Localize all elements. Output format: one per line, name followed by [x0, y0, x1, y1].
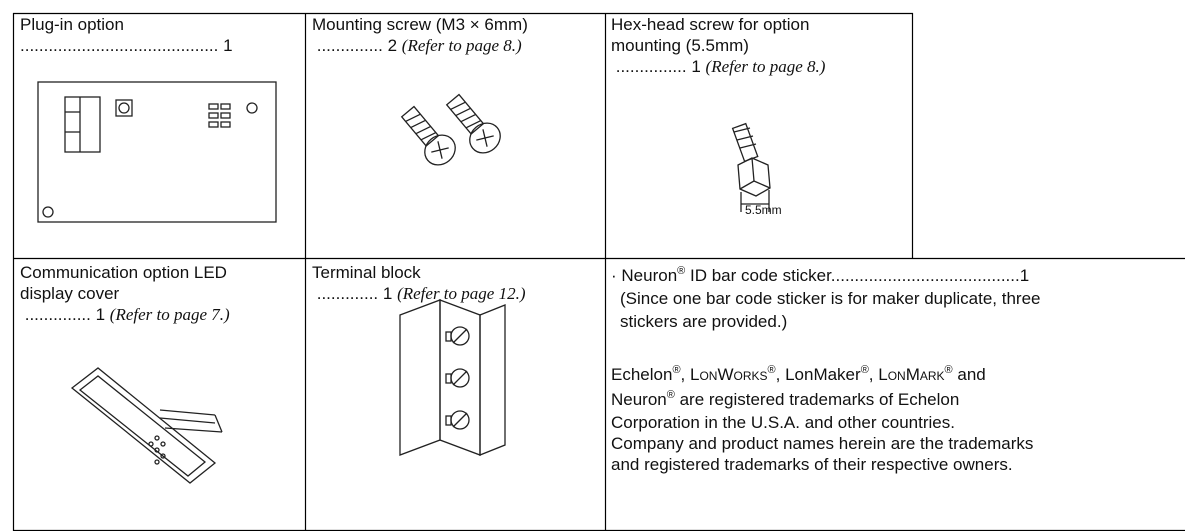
note: stickers are provided.) — [620, 312, 788, 331]
leader-dots: ............... — [615, 57, 687, 76]
tm-text: LonMark — [878, 365, 945, 384]
dimension-label: 5.5mm — [745, 203, 782, 217]
item-name: Hex-head screw for option — [611, 15, 810, 34]
registered-mark: ® — [672, 364, 681, 376]
trademark-line: Company and product names herein are the… — [611, 434, 1034, 453]
trademark-line: Echelon®, LonWorks®, LonMaker®, LonMark®… — [611, 362, 1181, 387]
item-cell: Communication option LED display cover .… — [20, 262, 230, 325]
quantity: 1 — [1019, 266, 1030, 285]
item-name: ID bar code sticker — [685, 266, 831, 285]
quantity: 1 — [223, 36, 233, 55]
tm-text: Neuron — [611, 390, 667, 409]
page-ref: (Refer to page 7.) — [109, 305, 230, 324]
tm-text: are registered trademarks of Echelon — [674, 390, 960, 409]
tm-text: and — [952, 365, 986, 384]
registered-mark: ® — [860, 364, 869, 376]
page-ref: (Refer to page 8.) — [705, 57, 826, 76]
leader-dots: ............. — [316, 284, 379, 303]
note: (Since one bar code sticker is for maker… — [620, 289, 1041, 308]
registered-mark: ® — [767, 364, 776, 376]
led-cover — [70, 367, 223, 484]
page-ref: (Refer to page 12.) — [397, 284, 526, 303]
bullet: · — [611, 266, 617, 285]
item-name: Communication option LED — [20, 263, 227, 282]
page-ref: (Refer to page 8.) — [401, 36, 522, 55]
trademark-line: Corporation in the U.S.A. and other coun… — [611, 413, 955, 432]
registered-mark: ® — [944, 364, 953, 376]
item-name: mounting (5.5mm) — [611, 36, 749, 55]
item-name: Terminal block — [312, 263, 421, 282]
leader-dots: ........................................ — [830, 266, 1020, 285]
leader-dots: .............. — [24, 305, 91, 324]
tm-text: Echelon — [611, 365, 673, 384]
quantity: 1 — [95, 305, 106, 324]
item-cell: Mounting screw (M3 × 6mm) ..............… — [312, 14, 528, 56]
leader-dots: ........................................… — [20, 36, 219, 55]
item-name: display cover — [20, 284, 120, 303]
plug-in-board — [37, 81, 277, 223]
leader-dots: .............. — [316, 36, 383, 55]
hex-standoff — [731, 122, 771, 212]
item-name: Mounting screw (M3 × 6mm) — [312, 15, 528, 34]
quantity: 1 — [691, 57, 701, 76]
tm-text: , — [868, 365, 879, 384]
tm-text: , — [775, 365, 786, 384]
sticker-cell: · Neuron® ID bar code sticker...........… — [611, 264, 1181, 475]
item-name: Plug-in option — [20, 15, 124, 34]
item-cell: Terminal block ............. 1 (Refer to… — [312, 262, 525, 304]
trademark-line: Neuron® are registered trademarks of Ech… — [611, 387, 1181, 412]
item-name: Neuron — [621, 266, 678, 285]
tm-text: LonMaker — [785, 365, 861, 384]
quantity: 1 — [382, 284, 393, 303]
registered-mark: ® — [677, 265, 686, 277]
item-cell: Hex-head screw for option mounting (5.5m… — [611, 14, 825, 77]
registered-mark: ® — [666, 389, 675, 401]
terminal-block — [399, 299, 506, 456]
trademark-line: and registered trademarks of their respe… — [611, 455, 1013, 474]
item-cell: Plug-in option .........................… — [20, 14, 233, 56]
quantity: 2 — [387, 36, 398, 55]
tm-text: LonWorks — [690, 365, 768, 384]
mounting-screws — [400, 93, 501, 166]
tm-text: , — [680, 365, 690, 384]
